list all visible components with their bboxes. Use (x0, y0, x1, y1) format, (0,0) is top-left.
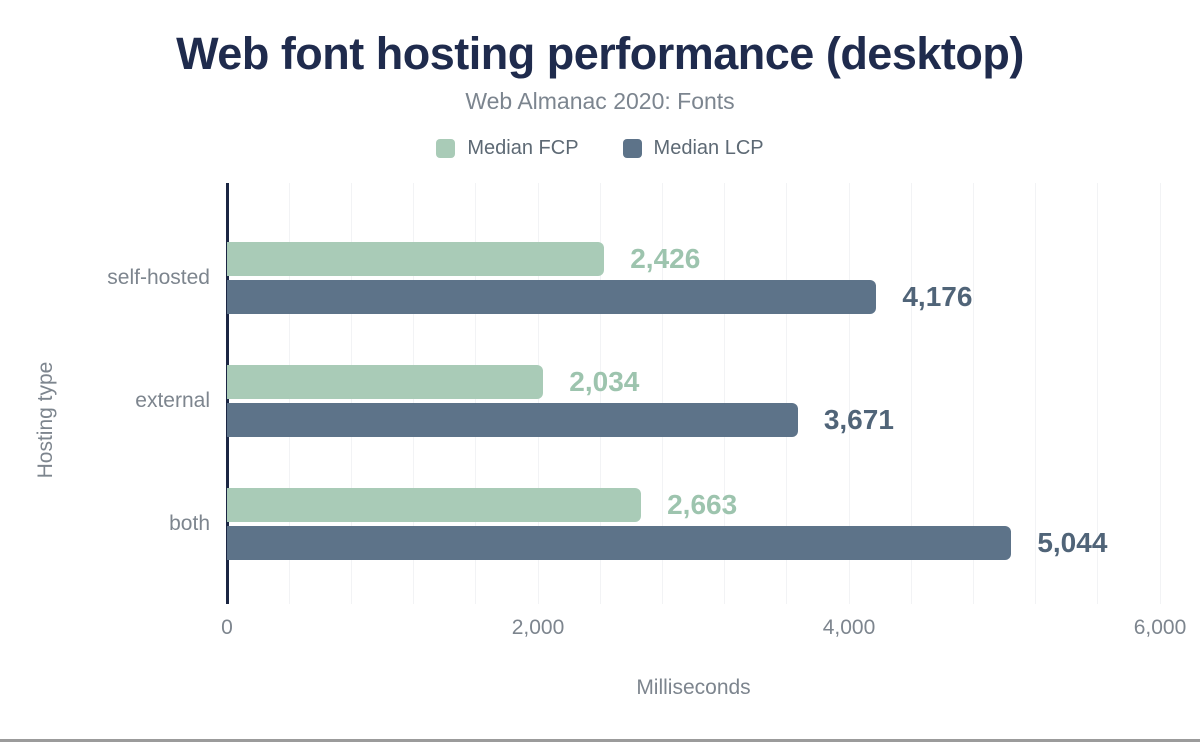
gridline (972, 183, 974, 604)
footer-bar (0, 739, 1200, 742)
fcp-legend-label: Median FCP (467, 137, 579, 159)
bar-value-label: 2,426 (630, 243, 701, 274)
bar (227, 403, 798, 437)
legend: Median FCP Median LCP (0, 137, 1200, 160)
lcp-legend-swatch-icon (622, 139, 642, 158)
category-label: self-hosted (107, 266, 210, 289)
bar (227, 488, 642, 522)
legend-item-median-lcp: Median LCP (622, 137, 764, 160)
legend-item-median-fcp: Median FCP (436, 137, 579, 160)
x-tick-label: 0 (221, 616, 233, 639)
x-axis-title: Milliseconds (636, 676, 751, 699)
y-axis-title: Hosting type (34, 361, 57, 479)
bar-value-label: 4,176 (902, 281, 973, 312)
chart-title: Web font hosting performance (desktop) (176, 28, 1024, 79)
bar-value-label: 2,034 (569, 366, 640, 397)
bar (227, 242, 605, 276)
bar-value-label: 3,671 (823, 404, 894, 435)
lcp-legend-label: Median LCP (653, 137, 764, 159)
category-label: both (169, 512, 210, 535)
category-label: external (135, 389, 210, 412)
gridline (724, 183, 726, 604)
bar (227, 526, 1012, 560)
gridline (661, 183, 663, 604)
fcp-legend-swatch-icon (436, 139, 456, 158)
gridline (1035, 183, 1037, 604)
gridline (848, 183, 850, 604)
bar-value-label: 5,044 (1037, 527, 1108, 558)
x-tick-label: 6,000 (1133, 616, 1187, 639)
bar-value-label: 2,663 (667, 489, 738, 520)
x-tick-label: 2,000 (511, 616, 565, 639)
gridline (1097, 183, 1099, 604)
x-tick-label: 4,000 (822, 616, 876, 639)
bar (227, 365, 544, 399)
gridline (910, 183, 912, 604)
gridline (786, 183, 788, 604)
gridline (1159, 183, 1161, 604)
gridline (599, 183, 601, 604)
chart-subtitle: Web Almanac 2020: Fonts (465, 88, 735, 114)
bar (227, 280, 877, 314)
